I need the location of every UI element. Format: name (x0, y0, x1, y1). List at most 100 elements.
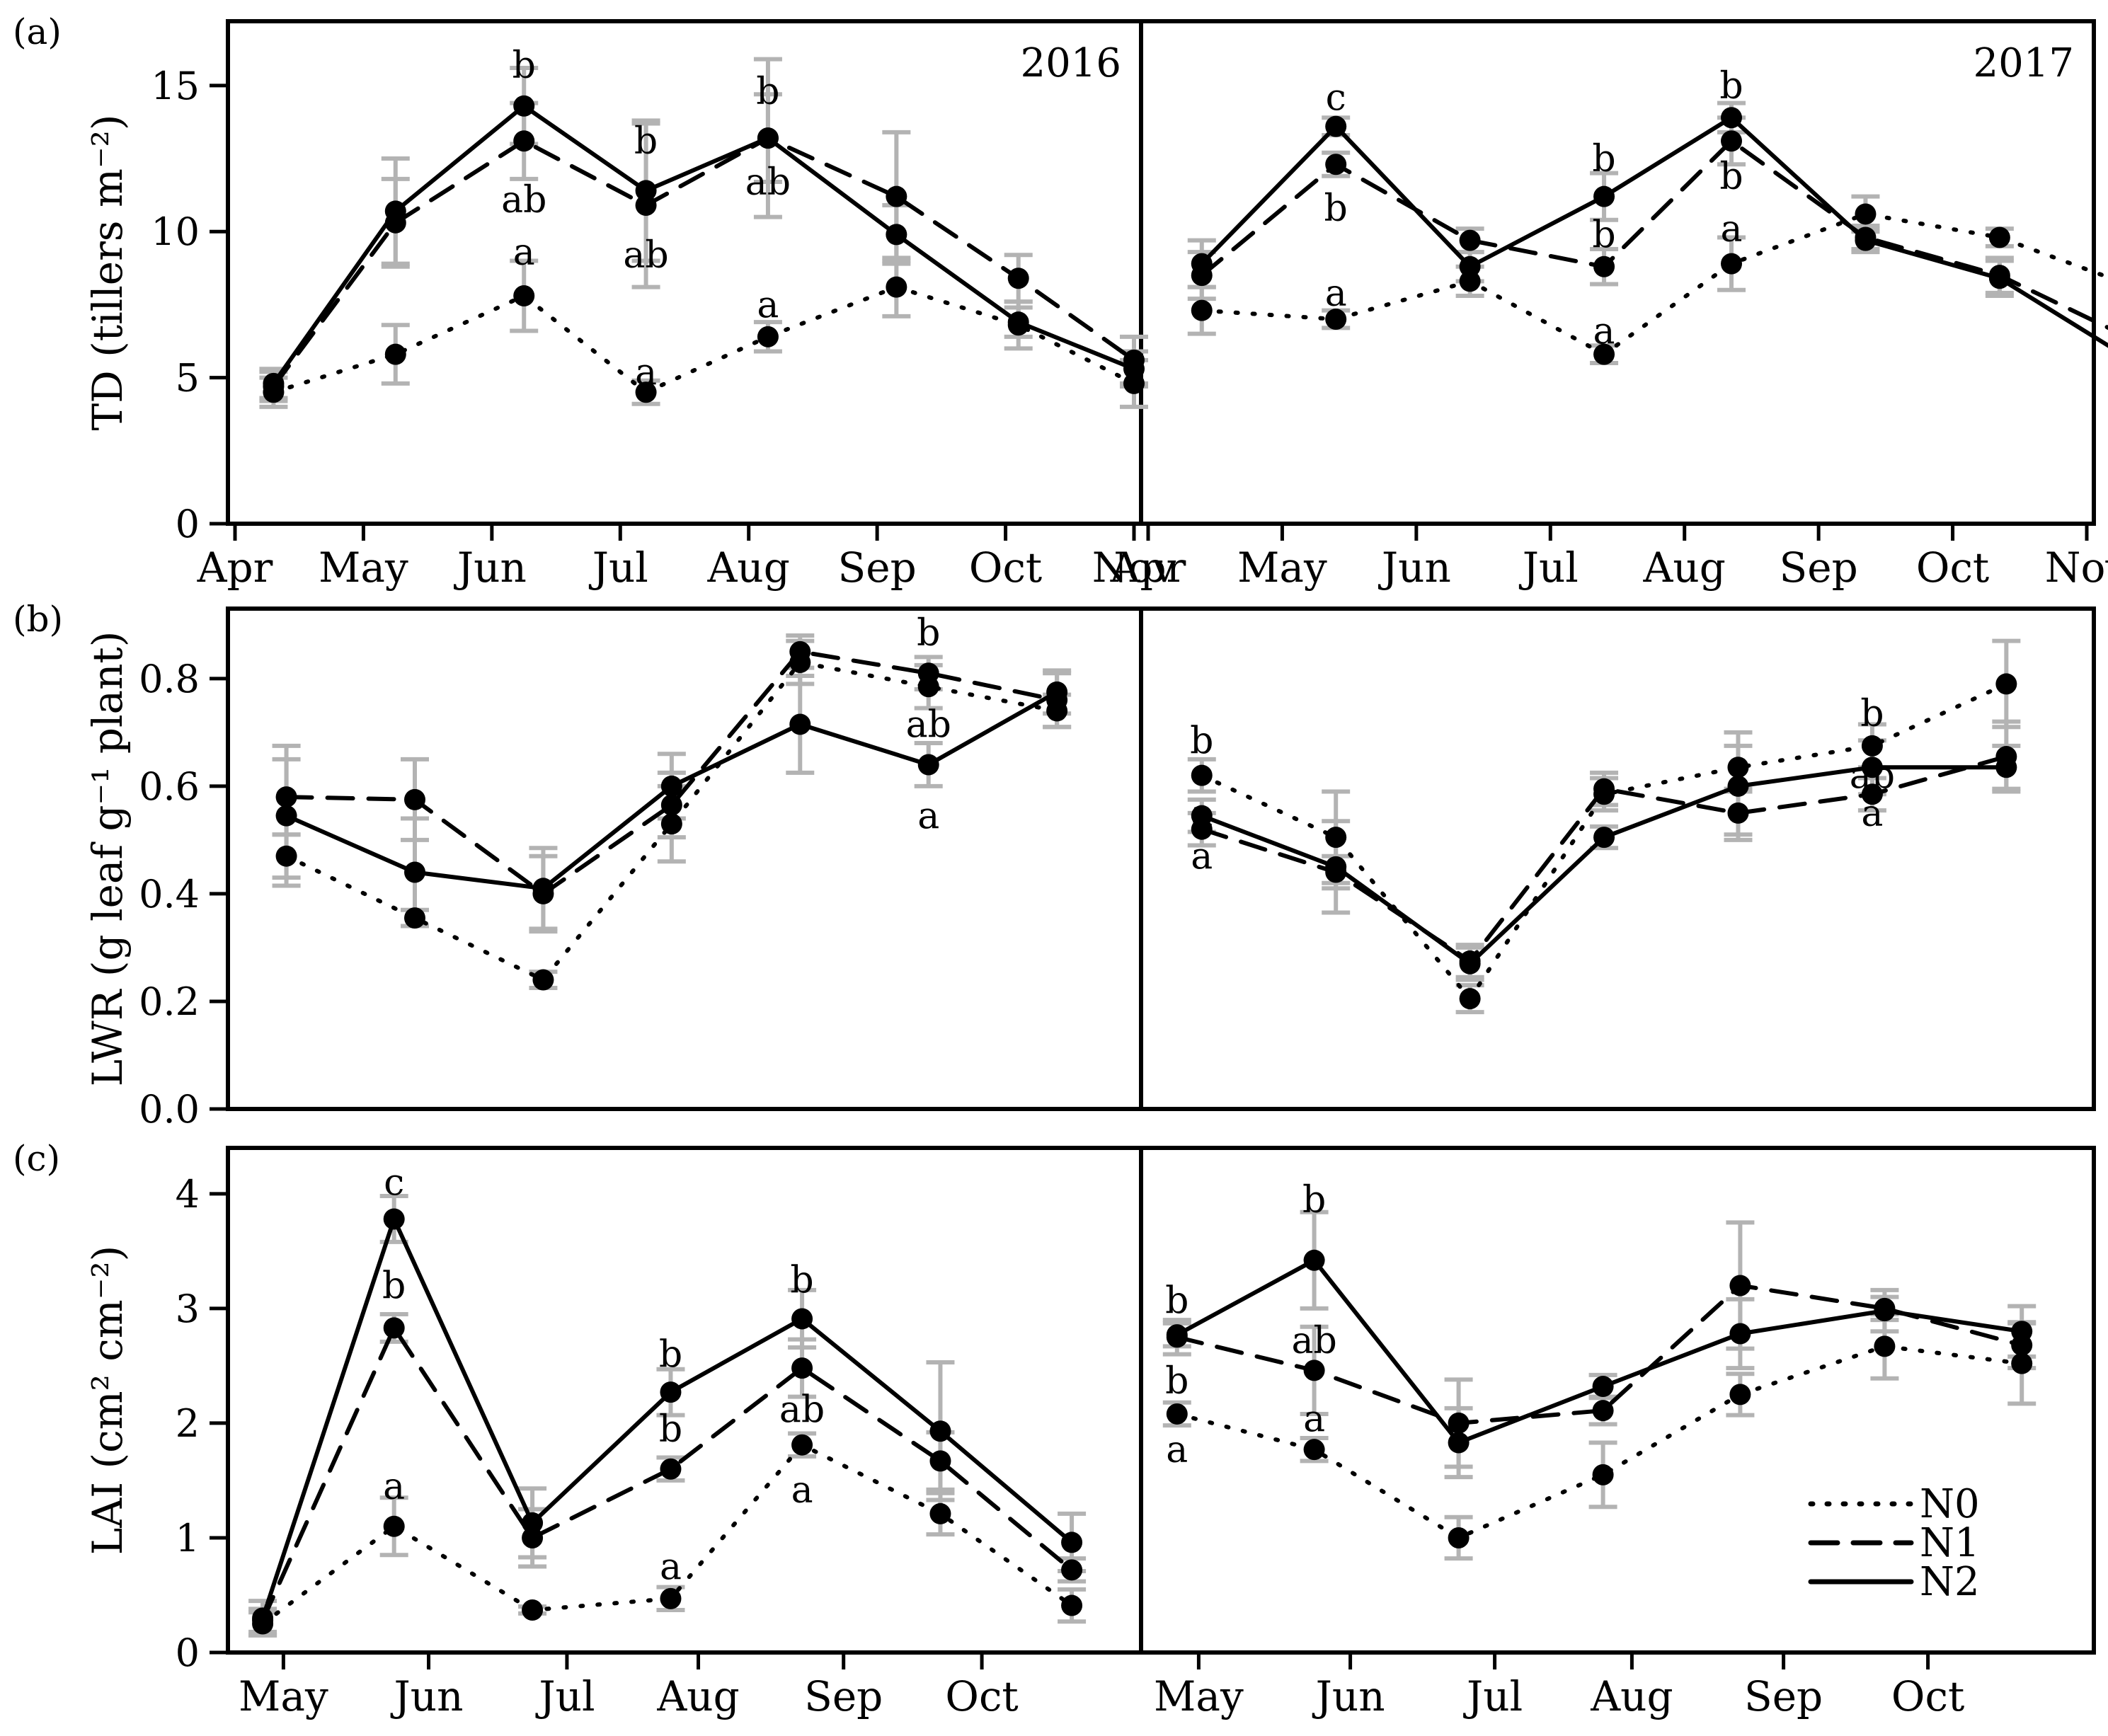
data-point-N2 (532, 878, 554, 899)
data-point-N1 (660, 794, 682, 816)
series-line-N2 (1199, 115, 2108, 348)
significance-label: ab (745, 161, 791, 204)
plot-frame (226, 607, 2096, 1111)
significance-label: b (1165, 1360, 1188, 1403)
data-point-N0 (1325, 827, 1347, 849)
x-tick-label: Jun (391, 1672, 464, 1720)
significance-label: b (1324, 188, 1348, 230)
significance-label: a (1191, 793, 1213, 835)
data-point-N1 (791, 1357, 813, 1379)
data-point-N2 (1721, 107, 1743, 129)
x-tick-label: May (319, 544, 408, 592)
significance-label: ab (779, 1389, 825, 1431)
y-tick-label: 0.8 (139, 657, 200, 701)
significance-label: a (383, 1466, 405, 1508)
data-point-N0 (1855, 203, 1877, 225)
data-point-N2 (384, 200, 406, 222)
data-point-N2 (1855, 229, 1877, 251)
significance-label: ab (623, 234, 668, 277)
x-tick-label: Aug (656, 1672, 739, 1720)
significance-label: b (659, 1408, 682, 1451)
data-point-N2 (2011, 1321, 2033, 1343)
significance-label: a (1325, 272, 1347, 315)
x-tick-label: Oct (969, 544, 1042, 592)
x-tick-label: Jun (1378, 544, 1451, 592)
data-point-N2 (263, 372, 285, 394)
year-label: 2017 (1973, 40, 2074, 86)
data-point-N1 (635, 195, 657, 217)
significance-label: b (1592, 214, 1615, 256)
data-point-N2 (1191, 253, 1213, 275)
year-label: 2016 (1020, 40, 1121, 86)
data-point-N1 (886, 185, 907, 207)
data-point-N2 (1593, 827, 1615, 849)
legend-label: N1 (1920, 1520, 1980, 1566)
data-point-N1 (1593, 778, 1615, 800)
x-tick-label: Sep (1744, 1672, 1823, 1720)
data-point-N2 (1459, 953, 1481, 975)
significance-label: ab (1850, 755, 1895, 798)
data-point-N0 (929, 1502, 951, 1524)
x-tick-label: Jun (1312, 1672, 1385, 1720)
significance-label: ab (501, 179, 546, 222)
data-point-N0 (1874, 1335, 1896, 1357)
significance-label: ab (1291, 1320, 1336, 1362)
data-point-N1 (1448, 1412, 1470, 1434)
significance-label: b (917, 612, 940, 655)
data-point-N2 (1995, 757, 2017, 778)
significance-label: b (1860, 693, 1884, 735)
data-point-N2 (383, 1208, 405, 1230)
data-point-N0 (660, 1587, 682, 1609)
legend-label: N2 (1920, 1559, 1980, 1605)
subpanel-2: 2017AprMayJunJulAugSepOctNovcbabbabba (1110, 40, 2108, 592)
significance-label: c (1326, 76, 1346, 119)
legend-label: N0 (1920, 1481, 1980, 1527)
data-point-N1 (275, 786, 297, 808)
x-tick-label: Aug (1590, 1672, 1673, 1720)
plot-frame (226, 19, 2096, 526)
x-tick-label: Apr (197, 544, 273, 592)
significance-label: c (384, 1162, 404, 1205)
significance-label: a (1166, 1429, 1188, 1471)
data-point-N0 (635, 381, 657, 403)
y-tick-label: 0 (176, 502, 200, 546)
data-point-N2 (886, 224, 907, 246)
x-tick-label: Sep (804, 1672, 883, 1720)
data-point-N2 (1448, 1432, 1470, 1454)
y-axis-label: LAI (cm² cm⁻²) (84, 1246, 132, 1556)
significance-label: a (917, 795, 939, 838)
data-point-N0 (660, 813, 682, 835)
significance-label: a (660, 1546, 682, 1588)
data-point-N1 (1721, 130, 1743, 152)
x-tick-label: Nov (2045, 544, 2108, 592)
data-point-N0 (1593, 343, 1615, 365)
x-tick-label: Oct (1916, 544, 1989, 592)
data-point-N2 (791, 1308, 813, 1330)
data-point-N2 (1459, 255, 1481, 277)
data-point-N0 (1191, 299, 1213, 321)
y-tick-label: 3 (176, 1287, 200, 1331)
x-tick-label: Jul (1519, 544, 1579, 592)
significance-label: a (791, 1469, 813, 1512)
data-point-N0 (791, 1434, 813, 1456)
significance-label: b (1190, 720, 1213, 762)
data-point-N1 (660, 1458, 682, 1480)
data-point-N2 (1593, 185, 1615, 207)
subpanel-1: b ab a (272, 612, 1072, 991)
x-tick-label: Jun (454, 544, 527, 592)
significance-label: a (635, 351, 657, 393)
y-tick-label: 0 (176, 1631, 200, 1675)
data-point-N0 (1325, 309, 1347, 330)
panel-label: (c) (13, 1138, 60, 1179)
x-tick-label: Nov (1092, 544, 1176, 592)
significance-label: b (1719, 65, 1743, 108)
data-point-N0 (1123, 372, 1145, 394)
y-tick-label: 2 (176, 1401, 200, 1446)
significance-label: a (513, 231, 535, 274)
data-point-N0 (1191, 764, 1213, 786)
data-point-N2 (522, 1512, 544, 1534)
